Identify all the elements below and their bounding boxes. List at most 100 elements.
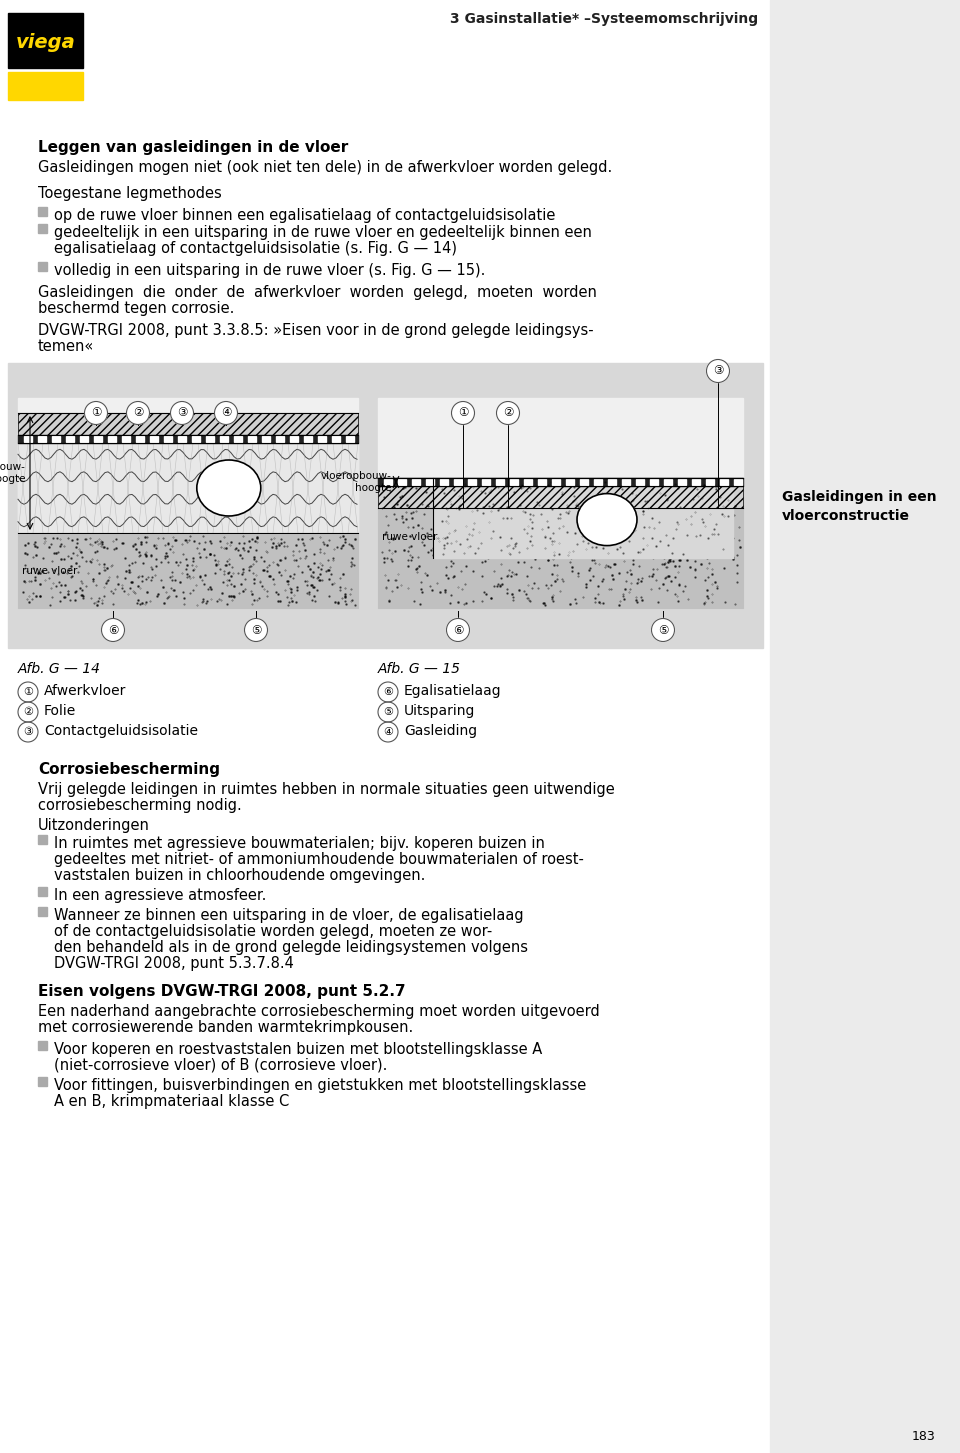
Bar xyxy=(38,436,46,442)
Text: A en B, krimpmateriaal klasse C: A en B, krimpmateriaal klasse C xyxy=(54,1094,289,1109)
Bar xyxy=(38,224,47,232)
Bar xyxy=(468,479,476,485)
Circle shape xyxy=(127,401,150,424)
Text: Afb. G — 15: Afb. G — 15 xyxy=(378,663,461,676)
Bar xyxy=(8,363,763,648)
Circle shape xyxy=(84,401,108,424)
Text: Afb. G — 14: Afb. G — 14 xyxy=(18,663,101,676)
Bar xyxy=(18,413,358,434)
Bar xyxy=(706,479,714,485)
Bar xyxy=(440,479,448,485)
Text: Uitsparing: Uitsparing xyxy=(404,705,475,718)
Bar xyxy=(38,262,47,272)
Bar xyxy=(664,479,672,485)
Bar xyxy=(426,479,434,485)
Bar xyxy=(378,478,743,485)
Bar xyxy=(18,443,358,533)
Ellipse shape xyxy=(197,461,261,516)
Text: ruwe vloer: ruwe vloer xyxy=(22,565,78,575)
Bar xyxy=(66,436,74,442)
Text: vloeropbouw-
hoogte: vloeropbouw- hoogte xyxy=(0,462,26,484)
Text: ruwe vloer: ruwe vloer xyxy=(382,532,438,542)
Bar xyxy=(122,436,130,442)
Bar xyxy=(18,413,358,434)
Ellipse shape xyxy=(577,494,637,545)
Text: ②: ② xyxy=(23,708,33,716)
Bar xyxy=(18,398,358,607)
Text: Leggen van gasleidingen in de vloer: Leggen van gasleidingen in de vloer xyxy=(38,139,348,155)
Text: Een naderhand aangebrachte corrosiebescherming moet worden uitgevoerd: Een naderhand aangebrachte corrosiebesch… xyxy=(38,1004,600,1019)
Circle shape xyxy=(378,681,398,702)
Bar xyxy=(220,436,228,442)
Bar xyxy=(433,478,733,558)
Text: of de contactgeluidsisolatie worden gelegd, moeten ze wor-: of de contactgeluidsisolatie worden gele… xyxy=(54,924,492,939)
Text: Gasleidingen in een
vloerconstructie: Gasleidingen in een vloerconstructie xyxy=(782,490,937,523)
Text: Gasleidingen mogen niet (ook niet ten dele) in de afwerkvloer worden gelegd.: Gasleidingen mogen niet (ook niet ten de… xyxy=(38,160,612,174)
Bar xyxy=(52,436,60,442)
Bar xyxy=(398,479,406,485)
Bar xyxy=(234,436,242,442)
Bar xyxy=(24,436,32,442)
Bar xyxy=(18,434,358,443)
Text: egalisatielaag of contactgeluidsisolatie (s. Fig. G — 14): egalisatielaag of contactgeluidsisolatie… xyxy=(54,241,457,256)
Bar xyxy=(482,479,490,485)
Bar xyxy=(38,1077,47,1085)
Bar xyxy=(192,436,200,442)
Bar xyxy=(496,479,504,485)
Bar xyxy=(262,436,270,442)
Circle shape xyxy=(451,401,474,424)
Bar xyxy=(454,479,462,485)
Text: gedeeltelijk in een uitsparing in de ruwe vloer en gedeeltelijk binnen een: gedeeltelijk in een uitsparing in de ruw… xyxy=(54,225,592,240)
Bar xyxy=(178,436,186,442)
Text: Voor koperen en roestvaststalen buizen met blootstellingsklasse A: Voor koperen en roestvaststalen buizen m… xyxy=(54,1042,542,1056)
Bar xyxy=(108,436,116,442)
Text: Wanneer ze binnen een uitsparing in de vloer, de egalisatielaag: Wanneer ze binnen een uitsparing in de v… xyxy=(54,908,523,923)
Text: volledig in een uitsparing in de ruwe vloer (s. Fig. G — 15).: volledig in een uitsparing in de ruwe vl… xyxy=(54,263,486,278)
Bar xyxy=(378,485,743,509)
Text: ⑤: ⑤ xyxy=(383,708,393,716)
Text: ⑥: ⑥ xyxy=(383,687,393,697)
Bar xyxy=(770,0,960,1453)
Circle shape xyxy=(446,619,469,642)
Bar xyxy=(80,436,88,442)
Text: Eisen volgens DVGW-TRGI 2008, punt 5.2.7: Eisen volgens DVGW-TRGI 2008, punt 5.2.7 xyxy=(38,984,406,1000)
Text: beschermd tegen corrosie.: beschermd tegen corrosie. xyxy=(38,301,234,315)
Bar xyxy=(412,479,420,485)
Text: Afwerkvloer: Afwerkvloer xyxy=(44,684,127,697)
Bar xyxy=(524,479,532,485)
Text: Egalisatielaag: Egalisatielaag xyxy=(404,684,502,697)
Text: vaststalen buizen in chloorhoudende omgevingen.: vaststalen buizen in chloorhoudende omge… xyxy=(54,867,425,883)
Circle shape xyxy=(171,401,194,424)
Bar xyxy=(38,206,47,216)
Text: In een agressieve atmosfeer.: In een agressieve atmosfeer. xyxy=(54,888,266,902)
Text: 183: 183 xyxy=(911,1430,935,1443)
Bar xyxy=(18,533,358,607)
Bar xyxy=(510,479,518,485)
Circle shape xyxy=(707,359,730,382)
Bar xyxy=(318,436,326,442)
Bar xyxy=(384,479,392,485)
Bar xyxy=(206,436,214,442)
Text: corrosiebescherming nodig.: corrosiebescherming nodig. xyxy=(38,798,242,814)
Bar xyxy=(304,436,312,442)
Circle shape xyxy=(378,722,398,742)
Text: In ruimtes met agressieve bouwmaterialen; bijv. koperen buizen in: In ruimtes met agressieve bouwmaterialen… xyxy=(54,835,545,851)
Bar xyxy=(378,398,743,607)
Text: ③: ③ xyxy=(23,726,33,737)
Text: Gasleidingen  die  onder  de  afwerkvloer  worden  gelegd,  moeten  worden: Gasleidingen die onder de afwerkvloer wo… xyxy=(38,285,597,299)
Text: ⑥: ⑥ xyxy=(453,623,464,636)
Text: Vrij gelegde leidingen in ruimtes hebben in normale situaties geen uitwendige: Vrij gelegde leidingen in ruimtes hebben… xyxy=(38,782,614,798)
Text: Corrosiebescherming: Corrosiebescherming xyxy=(38,761,220,777)
Text: Toegestane legmethodes: Toegestane legmethodes xyxy=(38,186,222,201)
Bar xyxy=(538,479,546,485)
Bar xyxy=(720,479,728,485)
Text: Folie: Folie xyxy=(44,705,76,718)
Bar xyxy=(290,436,298,442)
Text: ③: ③ xyxy=(712,365,723,378)
Text: Contactgeluidsisolatie: Contactgeluidsisolatie xyxy=(44,724,198,738)
Text: ③: ③ xyxy=(177,407,187,420)
Text: Uitzonderingen: Uitzonderingen xyxy=(38,818,150,833)
Bar xyxy=(734,479,742,485)
Circle shape xyxy=(496,401,519,424)
Bar xyxy=(622,479,630,485)
